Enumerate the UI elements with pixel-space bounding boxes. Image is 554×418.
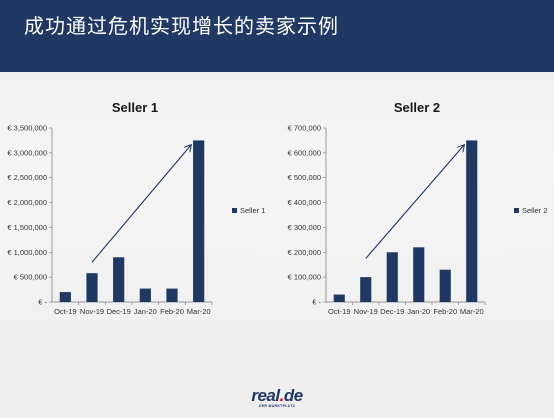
seller-1-legend-swatch xyxy=(232,208,237,213)
seller-2-title: Seller 2 xyxy=(394,100,440,115)
seller-1-bar-feb-20 xyxy=(166,288,178,302)
seller-2-trend-arrow xyxy=(365,145,464,259)
seller-2-chart: Seller 2 € - € 100,000 € 200,000 € 300,000 € … xyxy=(277,96,554,326)
seller-1-trend-arrow xyxy=(91,145,191,263)
seller-2-y-tick-label: € 400,000 xyxy=(288,198,321,207)
logo-dot: . xyxy=(279,386,285,405)
seller-2-y-tick-label: € 500,000 xyxy=(288,173,321,182)
seller-1-y-tick-label: € 2,000,000 xyxy=(7,198,47,207)
seller-1-bar-jan-20 xyxy=(139,288,151,302)
seller-2-y-tick-label: € 700,000 xyxy=(288,124,321,133)
seller-2-bar-nov-19 xyxy=(360,277,372,302)
seller-1-x-tick-label: Feb-20 xyxy=(160,307,184,316)
seller-1-y-tick-label: € 1,500,000 xyxy=(7,223,47,232)
seller-2-y-tick-label: € 200,000 xyxy=(288,248,321,257)
logo-name: real xyxy=(251,386,280,405)
seller-2-y-tick-label: € 600,000 xyxy=(288,148,321,157)
seller-1-bar-dec-19 xyxy=(113,257,125,302)
seller-1-x-tick-label: Mar-20 xyxy=(187,307,211,316)
seller-1-y-tick-label: € 500,000 xyxy=(14,273,47,282)
seller-1-x-tick-label: Oct-19 xyxy=(54,307,77,316)
seller-2-bar-feb-20 xyxy=(439,269,451,302)
seller-2-legend-label: Seller 2 xyxy=(522,206,547,215)
seller-2-bar-oct-19 xyxy=(333,294,345,302)
seller-1-legend-label: Seller 1 xyxy=(240,206,265,215)
seller-2-y-tick-label: € 300,000 xyxy=(288,223,321,232)
seller-2-legend-swatch xyxy=(514,208,519,213)
seller-1-bar-mar-20 xyxy=(193,140,205,302)
seller-1-y-tick-label: € 3,500,000 xyxy=(7,124,47,133)
seller-2-y-tick-label: € 100,000 xyxy=(288,273,321,282)
logo-tagline: DER MARKTPLATZ xyxy=(258,404,296,408)
slide-header: 成功通过危机实现增长的卖家示例 xyxy=(0,0,554,72)
seller-1-chart-svg: Seller 1 € - € 500,000 € 1,000,000 € 1,500,0… xyxy=(7,100,265,316)
seller-1-bar-oct-19 xyxy=(59,292,71,302)
seller-1-chart: Seller 1 € - € 500,000 € 1,000,000 € 1,500,0… xyxy=(0,96,280,326)
seller-2-bar-mar-20 xyxy=(466,140,478,302)
seller-2-y-tick-label: € - xyxy=(312,298,321,307)
seller-1-x-tick-label: Nov-19 xyxy=(80,307,104,316)
logo-tld: de xyxy=(283,386,303,405)
real-de-logo: real.de DER MARKTPLATZ xyxy=(0,386,554,409)
seller-1-bar-nov-19 xyxy=(86,273,98,302)
seller-1-x-tick-label: Dec-19 xyxy=(107,307,131,316)
logo-wordmark: real.de xyxy=(0,386,554,405)
seller-2-x-tick-label: Dec-19 xyxy=(380,307,404,316)
seller-2-x-tick-label: Jan-20 xyxy=(407,307,430,316)
seller-1-y-tick-label: € 1,000,000 xyxy=(7,248,47,257)
seller-1-x-tick-label: Jan-20 xyxy=(134,307,157,316)
seller-2-x-tick-label: Nov-19 xyxy=(354,307,378,316)
seller-1-title: Seller 1 xyxy=(112,100,158,115)
seller-2-bar-jan-20 xyxy=(413,247,425,302)
seller-2-chart-svg: Seller 2 € - € 100,000 € 200,000 € 300,000 € … xyxy=(288,100,548,316)
seller-2-bar-dec-19 xyxy=(386,252,398,302)
seller-1-y-tick-label: € 3,000,000 xyxy=(7,148,47,157)
seller-2-x-tick-label: Mar-20 xyxy=(460,307,484,316)
seller-1-y-tick-label: € 2,500,000 xyxy=(7,173,47,182)
seller-2-x-tick-label: Oct-19 xyxy=(328,307,351,316)
slide-title: 成功通过危机实现增长的卖家示例 xyxy=(24,14,339,38)
seller-1-y-tick-label: € - xyxy=(38,298,47,307)
seller-2-x-tick-label: Feb-20 xyxy=(433,307,457,316)
